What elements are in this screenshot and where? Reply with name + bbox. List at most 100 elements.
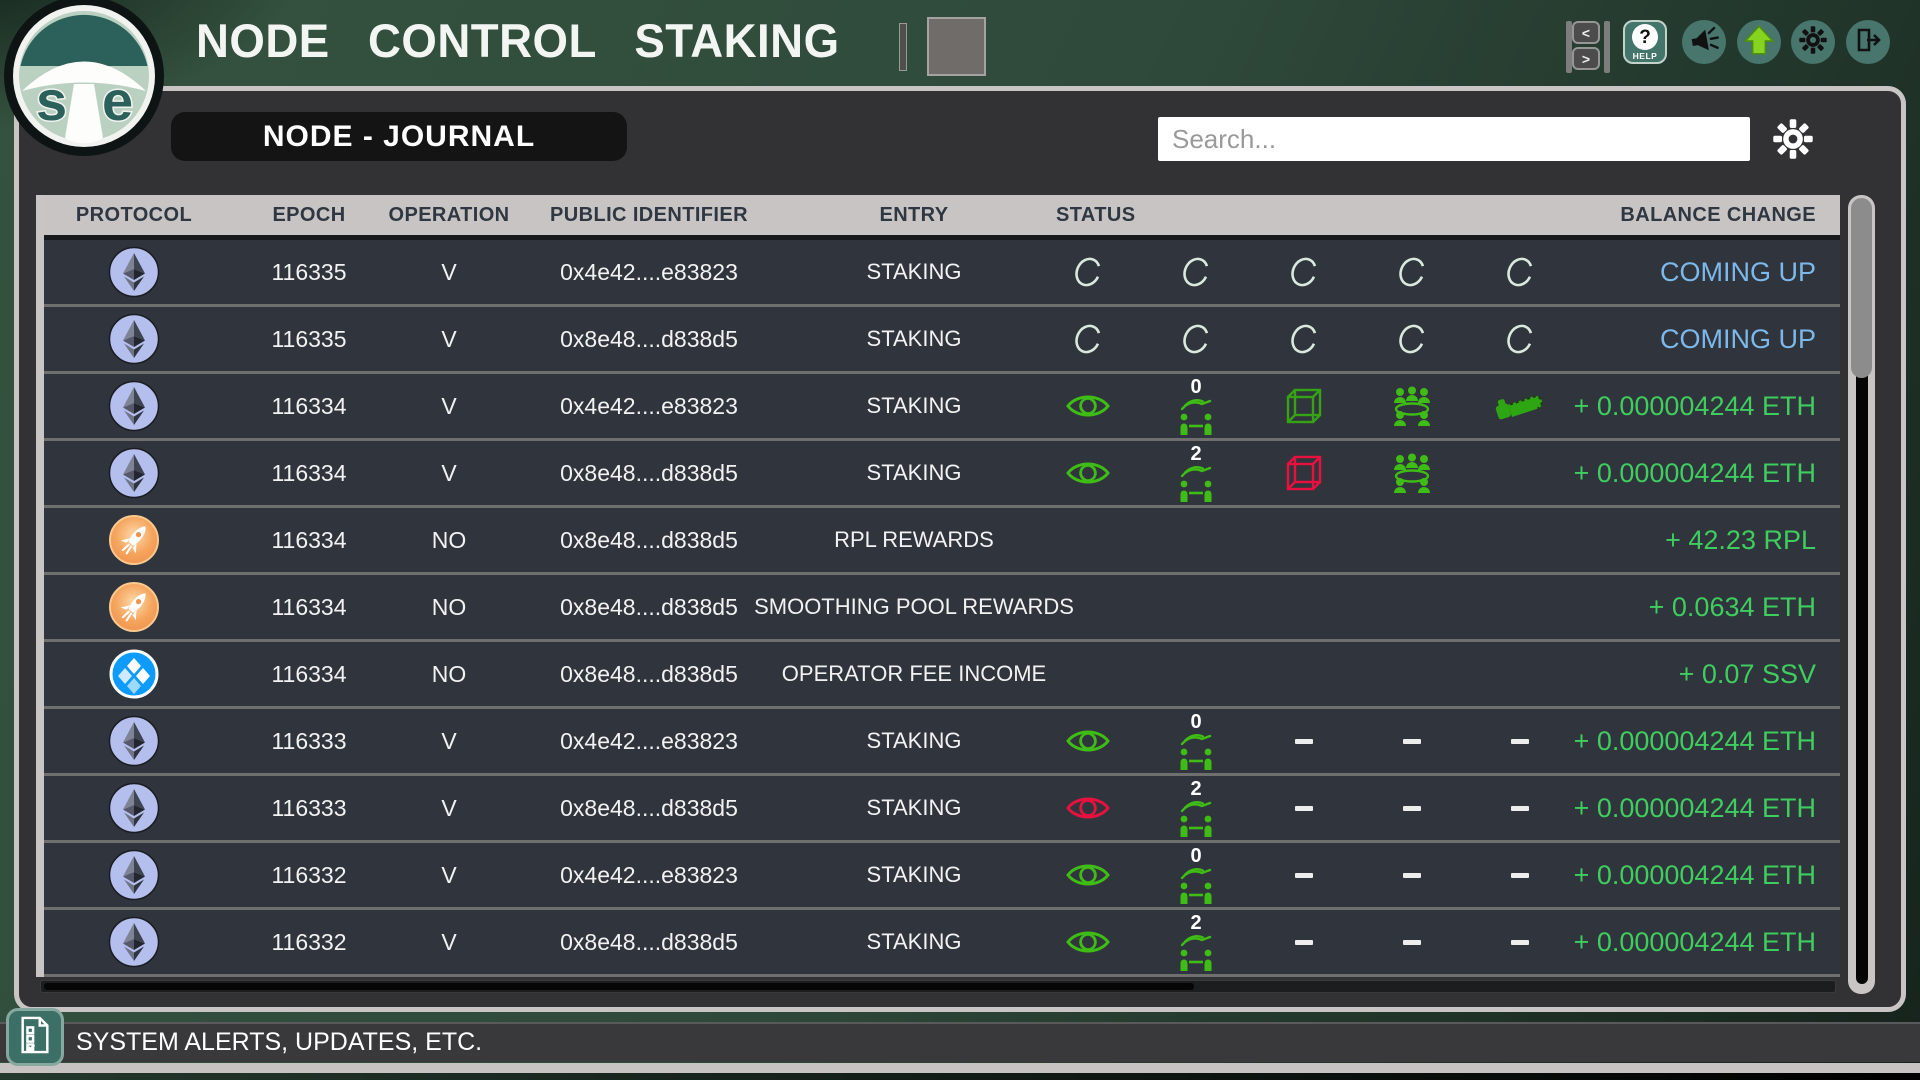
vertical-scrollbar[interactable] xyxy=(1848,195,1875,994)
status-slot-5 xyxy=(1466,322,1574,356)
table-row[interactable]: 116333 V 0x4e42....e83823 STAKING 0 + 0.… xyxy=(44,709,1840,776)
svg-text:s: s xyxy=(36,69,67,132)
table-row[interactable]: 116334 NO 0x8e48....d838d5 OPERATOR FEE … xyxy=(44,642,1840,709)
committee-group-icon xyxy=(1387,453,1437,493)
protocol-cell xyxy=(44,447,224,499)
update-button[interactable] xyxy=(1737,20,1781,64)
status-slot-2: 0 xyxy=(1142,712,1250,771)
horizontal-scrollbar-thumb[interactable] xyxy=(44,983,1194,990)
epoch-cell: 116332 xyxy=(271,928,347,955)
hand-people-icon xyxy=(1176,463,1216,503)
committee-group-icon xyxy=(1387,386,1437,426)
table-row[interactable]: 116334 NO 0x8e48....d838d5 SMOOTHING POO… xyxy=(44,575,1840,642)
protocol-cell xyxy=(44,581,224,633)
entry-cell: SMOOTHING POOL REWARDS xyxy=(754,594,1074,619)
table-row[interactable]: 116334 V 0x4e42....e83823 STAKING 0 + 0.… xyxy=(44,374,1840,441)
ssv-icon xyxy=(108,648,160,700)
chainsaw-icon xyxy=(1492,386,1548,426)
column-header-epoch[interactable]: EPOCH xyxy=(272,203,346,226)
epoch-cell: 116334 xyxy=(271,392,347,419)
table-row[interactable]: 116333 V 0x8e48....d838d5 STAKING 2 + 0.… xyxy=(44,776,1840,843)
protocol-cell xyxy=(44,246,224,298)
empty-dash xyxy=(1511,939,1529,945)
status-slot-3 xyxy=(1250,385,1358,427)
bottom-shade xyxy=(0,1073,1920,1080)
update-arrow-icon xyxy=(1742,23,1776,62)
horizontal-scrollbar[interactable] xyxy=(40,980,1836,993)
vertical-scrollbar-thumb[interactable] xyxy=(1851,198,1872,378)
status-slot-4 xyxy=(1358,872,1466,878)
balance-cell: + 0.000004244 ETH xyxy=(1573,859,1816,890)
status-slot-1 xyxy=(1034,793,1142,823)
table-row[interactable]: 116332 V 0x4e42....e83823 STAKING 0 + 0.… xyxy=(44,843,1840,910)
ethereum-icon xyxy=(108,782,160,834)
nav-prev-button[interactable]: < xyxy=(1572,21,1600,44)
search-input[interactable] xyxy=(1158,117,1750,161)
ethereum-icon xyxy=(108,916,160,968)
pending-spinner-icon xyxy=(1289,255,1319,289)
status-slot-3 xyxy=(1250,255,1358,289)
announcements-button[interactable] xyxy=(1682,20,1726,64)
settings-button[interactable] xyxy=(1791,20,1835,64)
vertical-scrollbar-track[interactable] xyxy=(1856,205,1868,984)
protocol-cell xyxy=(44,514,224,566)
column-header-entry[interactable]: ENTRY xyxy=(879,203,949,226)
table-row[interactable]: 116334 NO 0x8e48....d838d5 RPL REWARDS +… xyxy=(44,508,1840,575)
status-slot-1 xyxy=(1034,255,1142,289)
operation-cell: V xyxy=(441,459,457,486)
operation-cell: NO xyxy=(431,526,467,553)
pager-divider-left xyxy=(1566,21,1572,73)
eye-icon xyxy=(1065,391,1111,421)
status-slot-3 xyxy=(1250,872,1358,878)
status-slot-1 xyxy=(1034,458,1142,488)
page-title: NODE - JOURNAL xyxy=(171,112,627,161)
empty-dash xyxy=(1403,939,1421,945)
status-slot-5 xyxy=(1466,872,1574,878)
status-slot-5 xyxy=(1466,386,1574,426)
entry-cell: STAKING xyxy=(866,259,962,284)
svg-text:e: e xyxy=(102,69,133,132)
column-header-balance-change[interactable]: BALANCE CHANGE xyxy=(1620,203,1816,226)
balance-cell: + 0.0634 ETH xyxy=(1648,591,1816,622)
app-title: NODE CONTROL STAKING xyxy=(196,14,840,67)
participation-count: 2 xyxy=(1190,777,1202,800)
eye-icon xyxy=(1065,458,1111,488)
pending-spinner-icon xyxy=(1073,322,1103,356)
pending-spinner-icon xyxy=(1289,322,1319,356)
help-button[interactable]: ? HELP xyxy=(1623,20,1667,64)
journal-settings-button[interactable] xyxy=(1770,116,1816,167)
ethereum-icon xyxy=(108,246,160,298)
table-row[interactable]: 116335 V 0x8e48....d838d5 STAKING COMING… xyxy=(44,307,1840,374)
alerts-bar-bottom-strip xyxy=(0,1063,1920,1073)
empty-dash xyxy=(1511,872,1529,878)
column-header-protocol[interactable]: PROTOCOL xyxy=(75,203,193,226)
entry-cell: STAKING xyxy=(866,460,962,485)
column-header-status[interactable]: STATUS xyxy=(1056,203,1136,226)
table-row[interactable]: 116332 V 0x8e48....d838d5 STAKING 2 + 0.… xyxy=(44,910,1840,977)
operation-cell: V xyxy=(441,727,457,754)
participation-count: 0 xyxy=(1190,844,1202,867)
alerts-text: SYSTEM ALERTS, UPDATES, ETC. xyxy=(76,1028,483,1056)
gear-icon xyxy=(1797,24,1829,61)
entry-cell: STAKING xyxy=(866,862,962,887)
column-header-public-identifier[interactable]: PUBLIC IDENTIFIER xyxy=(550,203,748,226)
table-row[interactable]: 116335 V 0x4e42....e83823 STAKING COMING… xyxy=(44,240,1840,307)
participation-count: 2 xyxy=(1190,442,1202,465)
status-slot-5 xyxy=(1466,805,1574,811)
status-slot-3 xyxy=(1250,322,1358,356)
status-slot-4 xyxy=(1358,322,1466,356)
status-slot-5 xyxy=(1466,255,1574,289)
hand-people-indicator: 2 xyxy=(1176,779,1216,838)
logout-button[interactable] xyxy=(1846,20,1890,64)
column-header-operation[interactable]: OPERATION xyxy=(388,203,510,226)
status-slot-1 xyxy=(1034,726,1142,756)
status-slot-2 xyxy=(1142,255,1250,289)
nav-next-button[interactable]: > xyxy=(1572,47,1600,70)
balance-cell: + 42.23 RPL xyxy=(1665,524,1816,555)
alerts-log-button[interactable] xyxy=(6,1008,64,1066)
status-slot-4 xyxy=(1358,738,1466,744)
drag-handle-box[interactable] xyxy=(927,17,986,76)
balance-cell: + 0.07 SSV xyxy=(1678,658,1816,689)
table-row[interactable]: 116334 V 0x8e48....d838d5 STAKING 2 + 0.… xyxy=(44,441,1840,508)
